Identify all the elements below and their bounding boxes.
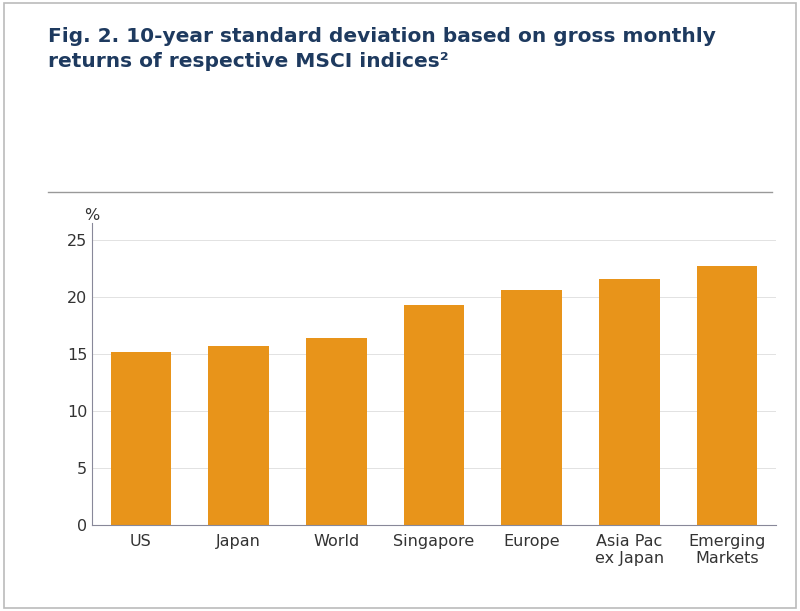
Bar (404, 305, 464, 525)
Text: Fig. 2. 10-year standard deviation based on gross monthly
returns of respective : Fig. 2. 10-year standard deviation based… (48, 27, 716, 71)
Bar (110, 352, 171, 525)
Bar (306, 338, 366, 525)
Bar (697, 266, 758, 525)
Bar (502, 290, 562, 525)
Text: %: % (84, 208, 100, 223)
Bar (208, 346, 269, 525)
Bar (599, 279, 660, 525)
